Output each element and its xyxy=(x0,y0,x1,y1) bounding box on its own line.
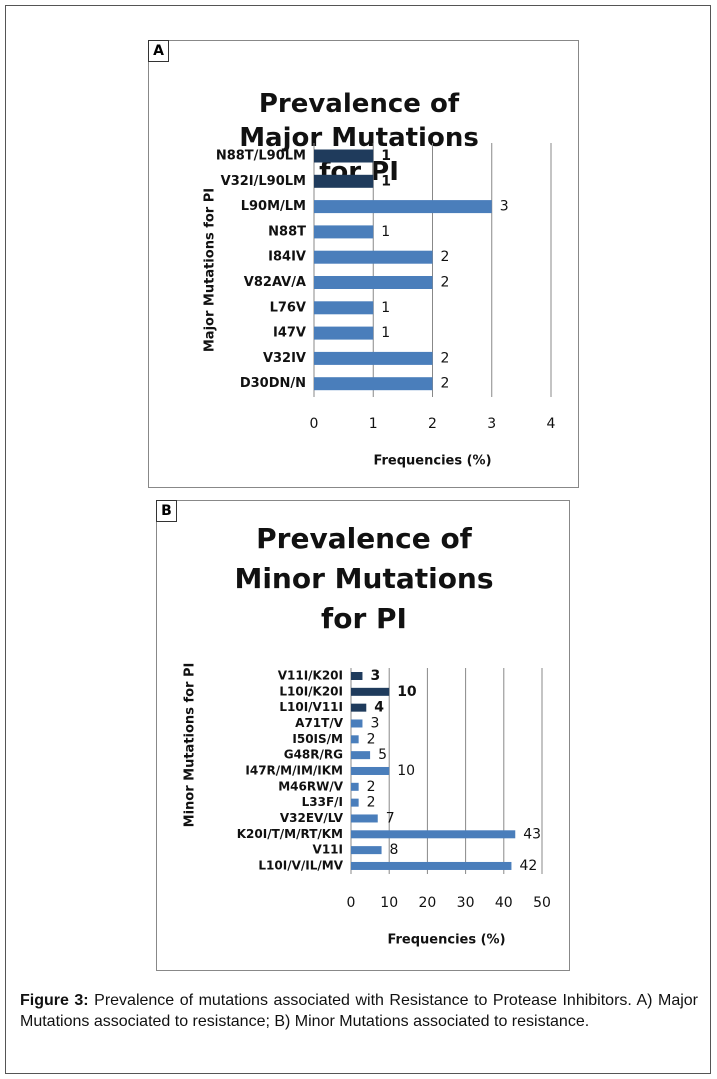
bar xyxy=(314,326,374,340)
bar xyxy=(351,782,359,791)
y-tick-label: L90M/LM xyxy=(241,199,306,214)
value-label: 2 xyxy=(441,275,450,291)
value-label: 7 xyxy=(386,810,395,826)
bar xyxy=(351,798,359,807)
value-label: 2 xyxy=(367,795,376,811)
value-label: 43 xyxy=(523,826,541,842)
chart-title: Prevalence of Minor Mutations for PI xyxy=(234,522,494,635)
bar xyxy=(314,149,374,163)
bar xyxy=(351,751,371,760)
y-tick-label: I84IV xyxy=(268,250,306,265)
value-label: 2 xyxy=(441,376,450,392)
value-label: 4 xyxy=(374,700,384,716)
value-label: 5 xyxy=(378,747,387,763)
y-tick-label: K20I/T/M/RT/KM xyxy=(237,827,343,841)
y-tick-label: V32I/L90LM xyxy=(221,174,306,189)
y-tick-label: V82AV/A xyxy=(244,275,306,290)
x-tick-label: 50 xyxy=(533,895,551,911)
panel-label: A xyxy=(148,40,169,62)
value-label: 1 xyxy=(381,224,390,240)
bar xyxy=(351,672,363,680)
y-tick-label: V11I/K20I xyxy=(278,669,343,683)
value-label: 3 xyxy=(370,715,379,731)
y-tick-label: I50IS/M xyxy=(292,732,343,746)
x-tick-label: 0 xyxy=(347,895,356,911)
bar xyxy=(351,703,367,712)
x-tick-label: 2 xyxy=(428,416,437,432)
y-tick-label: V11I xyxy=(313,843,343,857)
value-label: 3 xyxy=(370,668,380,684)
bar xyxy=(314,377,433,391)
x-tick-label: 20 xyxy=(418,895,436,911)
bar xyxy=(314,200,492,214)
y-axis-label: Minor Mutations for PI xyxy=(183,663,198,828)
value-label: 2 xyxy=(367,779,376,795)
x-tick-label: 10 xyxy=(380,895,398,911)
y-tick-label: I47R/M/IM/IKM xyxy=(245,763,343,777)
y-tick-label: V32IV xyxy=(263,351,306,366)
x-axis-label: Frequencies (%) xyxy=(373,454,491,469)
y-tick-label: L10I/V11I xyxy=(279,700,343,714)
value-label: 10 xyxy=(397,763,415,779)
x-tick-label: 0 xyxy=(310,416,319,432)
bar xyxy=(351,687,390,696)
x-tick-label: 4 xyxy=(547,416,556,432)
value-label: 3 xyxy=(500,199,509,215)
figure-frame xyxy=(5,5,711,1074)
caption: Figure 3: Prevalence of mutations associ… xyxy=(20,990,698,1032)
value-label: 1 xyxy=(381,173,391,189)
bar xyxy=(314,301,374,315)
bar xyxy=(351,846,382,855)
value-label: 42 xyxy=(519,858,537,874)
x-tick-label: 40 xyxy=(495,895,513,911)
bar xyxy=(314,276,433,289)
value-label: 1 xyxy=(381,300,390,316)
y-tick-label: L10I/K20I xyxy=(279,684,343,698)
value-label: 10 xyxy=(397,684,417,700)
caption-text: Prevalence of mutations associated with … xyxy=(20,992,698,1030)
y-tick-label: L33F/I xyxy=(302,795,343,809)
y-tick-label: N88T/L90LM xyxy=(216,149,306,164)
y-tick-label: I47V xyxy=(273,326,306,341)
y-tick-label: N88T xyxy=(268,224,306,239)
x-axis-label: Frequencies (%) xyxy=(387,933,505,948)
y-tick-label: G48R/RG xyxy=(284,748,343,762)
value-label: 1 xyxy=(381,148,391,164)
value-label: 8 xyxy=(390,842,399,858)
value-label: 2 xyxy=(441,350,450,366)
y-tick-label: L76V xyxy=(270,300,306,315)
y-tick-label: A71T/V xyxy=(295,716,344,730)
chart-box: B Prevalence of Minor Mutations for PI xyxy=(156,500,570,971)
y-tick-label: D30DN/N xyxy=(240,376,306,391)
y-axis-label: Major Mutations for PI xyxy=(203,188,218,352)
bar xyxy=(351,719,363,728)
value-label: 2 xyxy=(441,249,450,265)
bar xyxy=(351,766,390,775)
bar xyxy=(314,225,374,239)
bar xyxy=(314,351,433,365)
value-label: 2 xyxy=(367,731,376,747)
bar xyxy=(314,174,374,188)
bar xyxy=(351,814,378,823)
value-label: 1 xyxy=(381,325,390,341)
caption-label: Figure 3: xyxy=(20,992,89,1009)
y-tick-label: V32EV/LV xyxy=(280,811,344,825)
x-tick-label: 1 xyxy=(369,416,378,432)
y-tick-label: M46RW/V xyxy=(278,779,344,793)
bar xyxy=(351,861,512,870)
bar xyxy=(314,250,433,264)
x-tick-label: 3 xyxy=(487,416,496,432)
x-tick-label: 30 xyxy=(457,895,475,911)
panel-label: B xyxy=(156,500,177,522)
bar xyxy=(351,735,359,744)
bar xyxy=(351,830,516,839)
y-tick-label: L10I/V/IL/MV xyxy=(258,858,343,872)
